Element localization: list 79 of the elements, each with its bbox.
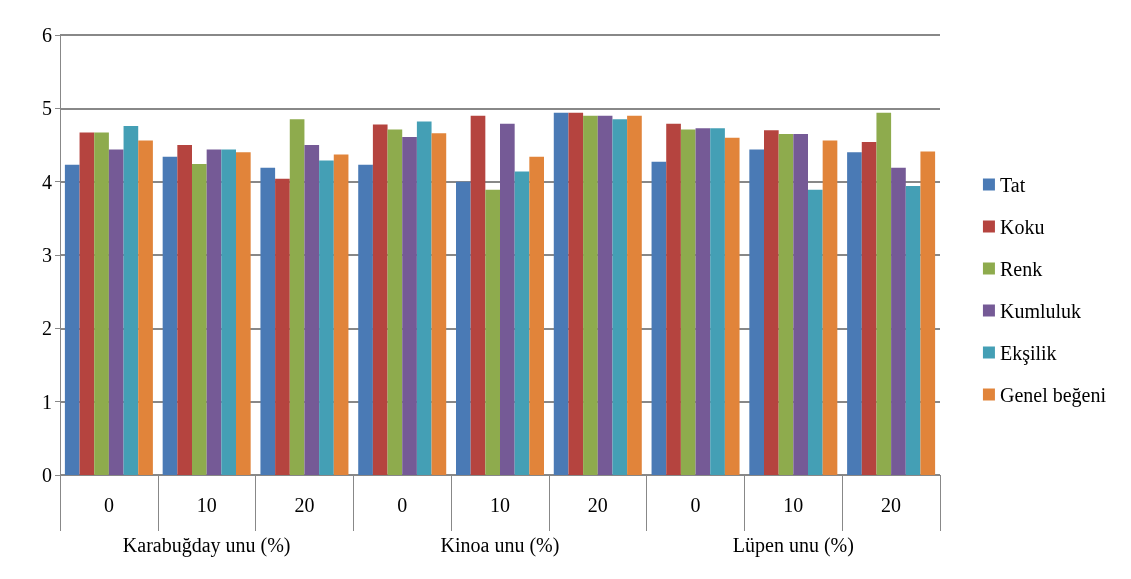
bar <box>891 167 906 475</box>
bar <box>206 149 222 475</box>
bar <box>529 156 544 475</box>
y-tick-label: 4 <box>42 170 52 193</box>
bar <box>177 145 192 475</box>
bar <box>431 133 447 475</box>
x-tick-label: 20 <box>587 494 608 516</box>
legend-label: Kumluluk <box>999 299 1082 322</box>
bar <box>416 121 432 475</box>
bar <box>470 115 486 475</box>
y-tick-label: 0 <box>42 464 52 486</box>
bar <box>710 128 725 475</box>
bar <box>94 132 109 475</box>
bar <box>651 161 667 475</box>
bar <box>79 132 95 475</box>
bar <box>695 128 711 475</box>
x-tick-label: 20 <box>881 494 902 516</box>
bar <box>764 130 779 475</box>
bar <box>108 149 124 475</box>
bar <box>402 136 417 475</box>
y-tick-label: 6 <box>42 24 52 46</box>
x-tick-label: 0 <box>397 494 408 516</box>
y-tick-label: 2 <box>42 317 52 340</box>
bar <box>358 164 373 475</box>
x-tick-label: 10 <box>783 494 804 516</box>
bar <box>289 119 305 475</box>
bar <box>372 124 388 475</box>
bar <box>822 140 838 475</box>
bar <box>236 152 251 475</box>
bar <box>861 142 877 475</box>
bar <box>568 112 584 475</box>
bar <box>724 137 740 475</box>
legend-label: Genel beğeni <box>999 383 1107 407</box>
text: Karabuğday unu (%) <box>122 534 291 557</box>
bar <box>221 149 236 475</box>
legend-label: Renk <box>999 257 1043 280</box>
bar <box>162 156 178 475</box>
legend-label: Koku <box>999 215 1045 238</box>
x-tick-label: 0 <box>103 494 114 516</box>
bar <box>275 178 290 475</box>
bar <box>612 119 628 475</box>
bar <box>123 125 139 475</box>
text: Kinoa unu (%) <box>440 534 560 557</box>
bar <box>553 112 569 475</box>
bar <box>749 149 764 475</box>
bar <box>319 160 334 475</box>
bar <box>847 152 862 475</box>
bar <box>138 140 153 475</box>
y-tick-label: 3 <box>42 244 52 266</box>
bar <box>583 115 598 475</box>
bar <box>192 164 207 475</box>
bar <box>876 112 892 475</box>
bar <box>597 115 613 475</box>
bar <box>514 171 530 475</box>
bar <box>808 189 823 475</box>
bar <box>456 181 471 475</box>
x-tick-label: 20 <box>294 494 315 516</box>
x-tick-label: 0 <box>690 494 701 516</box>
legend-label: Ekşilik <box>999 341 1057 365</box>
y-tick-label: 1 <box>42 390 52 413</box>
bar <box>387 129 403 475</box>
bar <box>333 154 349 475</box>
bar <box>793 134 808 475</box>
y-tick-label: 5 <box>42 97 52 120</box>
bar <box>905 186 921 475</box>
bar <box>64 164 80 475</box>
bar <box>485 189 500 475</box>
legend-label: Tat <box>999 173 1026 196</box>
bar <box>680 129 696 475</box>
bar <box>666 123 681 475</box>
bar <box>304 145 320 475</box>
bar <box>627 115 642 475</box>
bar <box>920 151 936 475</box>
x-tick-label: 10 <box>196 494 217 516</box>
bar <box>778 134 794 475</box>
x-tick-label: 10 <box>490 494 510 516</box>
bar <box>260 167 276 475</box>
bar <box>500 123 515 475</box>
text: Lüpen unu (%) <box>732 534 854 557</box>
